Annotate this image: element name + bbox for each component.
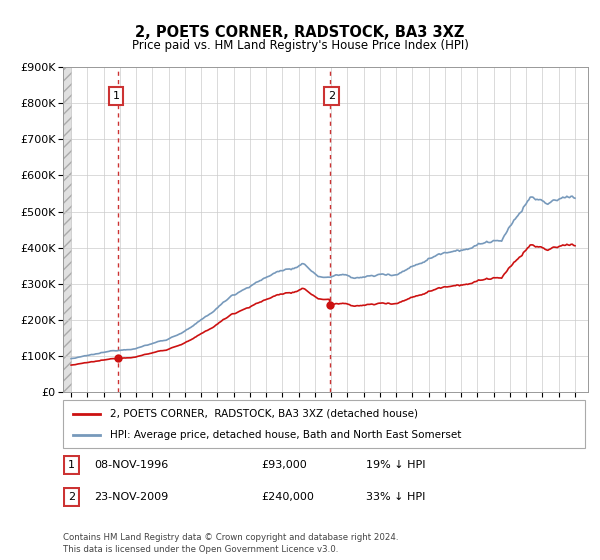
- Bar: [63, 67, 72, 392]
- FancyBboxPatch shape: [63, 400, 585, 448]
- Text: 08-NOV-1996: 08-NOV-1996: [94, 460, 169, 470]
- Text: Price paid vs. HM Land Registry's House Price Index (HPI): Price paid vs. HM Land Registry's House …: [131, 39, 469, 52]
- Text: 2: 2: [68, 492, 75, 502]
- Text: 23-NOV-2009: 23-NOV-2009: [94, 492, 169, 502]
- Text: 2: 2: [328, 91, 335, 101]
- Text: 2, POETS CORNER,  RADSTOCK, BA3 3XZ (detached house): 2, POETS CORNER, RADSTOCK, BA3 3XZ (deta…: [110, 409, 418, 419]
- FancyBboxPatch shape: [64, 488, 79, 506]
- Text: 1: 1: [112, 91, 119, 101]
- Text: 33% ↓ HPI: 33% ↓ HPI: [366, 492, 425, 502]
- Text: £93,000: £93,000: [262, 460, 307, 470]
- Text: 2, POETS CORNER, RADSTOCK, BA3 3XZ: 2, POETS CORNER, RADSTOCK, BA3 3XZ: [136, 25, 464, 40]
- Text: Contains HM Land Registry data © Crown copyright and database right 2024.
This d: Contains HM Land Registry data © Crown c…: [63, 533, 398, 554]
- Text: 19% ↓ HPI: 19% ↓ HPI: [366, 460, 425, 470]
- FancyBboxPatch shape: [64, 456, 79, 474]
- Text: £240,000: £240,000: [262, 492, 314, 502]
- Text: 1: 1: [68, 460, 75, 470]
- Text: HPI: Average price, detached house, Bath and North East Somerset: HPI: Average price, detached house, Bath…: [110, 430, 461, 440]
